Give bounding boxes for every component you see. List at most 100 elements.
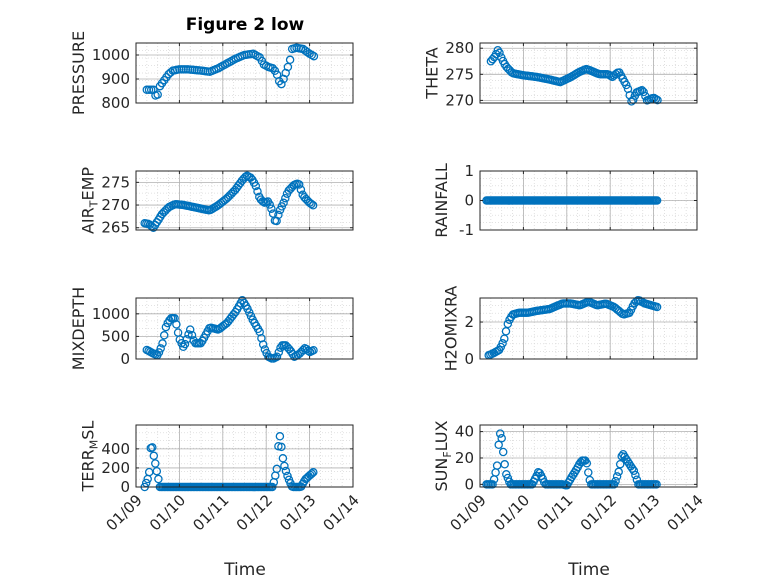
data-point xyxy=(611,476,620,486)
data-point xyxy=(258,197,267,206)
axes-box xyxy=(479,297,698,360)
x-tick-label: 01/12 xyxy=(577,491,620,534)
y-tick-label: 280 xyxy=(445,39,474,57)
data-point xyxy=(303,47,312,57)
y-tick-label: 270 xyxy=(445,91,474,109)
data-point xyxy=(294,180,304,189)
y-tick-label: 400 xyxy=(101,440,130,458)
data-series xyxy=(486,45,662,106)
data-point xyxy=(154,474,163,484)
x-tick-label: 01/13 xyxy=(620,491,663,534)
data-point xyxy=(281,466,291,476)
data-point xyxy=(622,80,631,90)
data-point xyxy=(272,216,281,226)
y-tick-label: 800 xyxy=(101,94,130,112)
y-tick-label: -1 xyxy=(459,221,474,239)
data-point xyxy=(296,185,306,194)
data-point xyxy=(283,471,292,481)
data-point xyxy=(488,480,497,489)
data-point xyxy=(274,210,283,220)
y-tick-label: 500 xyxy=(101,327,130,345)
y-tick-label: 265 xyxy=(101,219,130,237)
y-axis-label: MIXDEPTH xyxy=(69,287,88,370)
y-axis-label: SUNFLUX xyxy=(432,420,454,491)
axes-box xyxy=(135,297,354,360)
y-axis-label-subscript: M xyxy=(88,440,101,450)
data-point xyxy=(307,199,316,209)
data-point xyxy=(149,451,159,461)
x-axis-label-left: Time xyxy=(223,560,266,580)
data-point xyxy=(498,339,507,348)
x-tick-label: 01/10 xyxy=(490,491,533,534)
data-point xyxy=(187,330,197,340)
y-axis-label: TERRMSL xyxy=(79,421,101,493)
data-point xyxy=(185,325,195,334)
data-point xyxy=(241,172,250,182)
axes-box xyxy=(479,42,698,104)
data-point xyxy=(274,347,284,357)
y-tick-label: 1000 xyxy=(92,305,130,323)
data-point xyxy=(268,63,277,73)
data-point xyxy=(152,466,162,476)
data-point xyxy=(309,51,319,61)
y-tick-label: 40 xyxy=(455,423,474,441)
y-tick-label: 0 xyxy=(120,350,130,368)
data-point xyxy=(584,468,593,477)
y-axis-label: RAINFALL xyxy=(432,163,451,238)
data-point xyxy=(615,459,625,469)
y-axis-label-part: THETA xyxy=(423,47,442,99)
data-point xyxy=(281,193,290,203)
data-point xyxy=(652,480,661,489)
x-tick-label: 01/11 xyxy=(533,491,576,534)
x-tick-label: 01/14 xyxy=(320,491,363,534)
y-tick-label: 1000 xyxy=(92,46,130,64)
axes-box xyxy=(479,424,698,488)
data-point xyxy=(307,469,317,478)
y-tick-label: 1 xyxy=(464,162,474,180)
y-tick-label: 900 xyxy=(101,70,130,88)
data-series xyxy=(484,295,662,360)
data-point xyxy=(258,340,268,349)
data-point xyxy=(265,200,274,209)
data-point xyxy=(272,464,282,474)
y-axis-label-part: TERR xyxy=(79,449,98,492)
data-point xyxy=(631,470,640,480)
data-series xyxy=(482,196,662,205)
data-point xyxy=(148,443,157,452)
data-point xyxy=(614,467,623,477)
data-series xyxy=(140,171,318,232)
x-tick-label: 01/10 xyxy=(146,491,189,534)
x-tick-label: 01/09 xyxy=(447,491,490,534)
data-point xyxy=(309,468,318,477)
data-point xyxy=(639,87,648,97)
data-point xyxy=(503,319,513,329)
y-axis-label-part: H2OMIXRA xyxy=(442,286,461,372)
data-point xyxy=(180,339,190,349)
data-point xyxy=(495,429,505,438)
data-point xyxy=(156,344,165,353)
data-point xyxy=(279,198,288,208)
y-axis-label-part: RAINFALL xyxy=(432,163,451,238)
y-axis-label: PRESSURE xyxy=(69,31,88,115)
y-tick-label: 0 xyxy=(120,478,130,496)
data-point xyxy=(277,442,286,452)
y-axis-label: H2OMIXRA xyxy=(442,286,461,372)
data-point xyxy=(612,472,622,481)
y-tick-label: 200 xyxy=(101,459,130,477)
data-point xyxy=(267,204,276,213)
data-point xyxy=(285,55,295,65)
axes-box xyxy=(135,424,354,488)
y-tick-label: 0 xyxy=(464,350,474,368)
data-point xyxy=(497,433,506,443)
x-tick-label: 01/13 xyxy=(276,491,319,534)
data-point xyxy=(159,331,169,340)
subplot-4: -1 0 1 RAINFALL xyxy=(432,162,698,239)
data-point xyxy=(272,352,282,361)
data-point xyxy=(495,48,504,58)
data-point xyxy=(280,461,289,471)
data-point xyxy=(278,454,288,463)
